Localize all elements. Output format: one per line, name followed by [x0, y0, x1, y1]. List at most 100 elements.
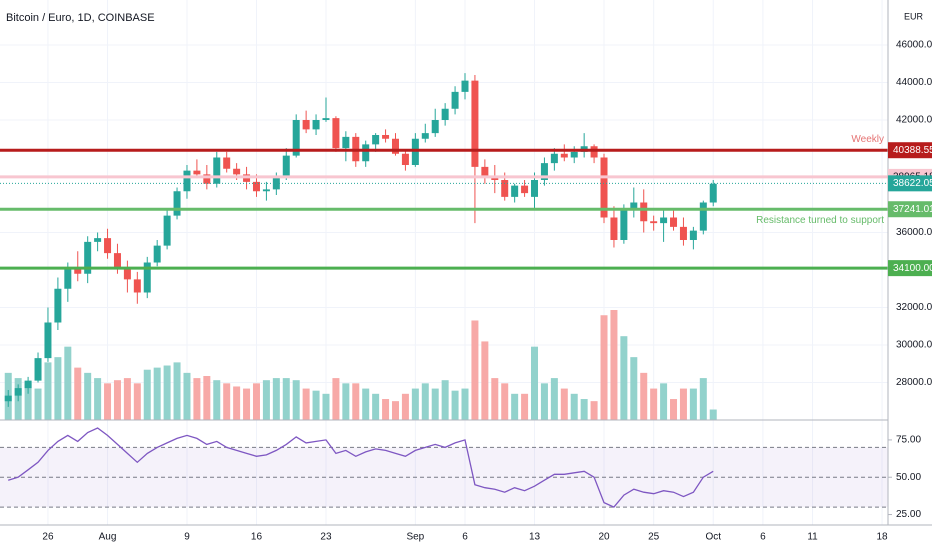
candle-body	[650, 221, 658, 224]
volume-bar	[511, 393, 519, 420]
volume-bar	[451, 390, 459, 420]
candle-body	[213, 157, 221, 184]
volume-bar	[550, 378, 558, 420]
candle-body	[143, 262, 151, 293]
volume-bar	[183, 372, 191, 420]
candle-body	[441, 108, 449, 120]
volume-bar	[292, 380, 300, 420]
rsi-line	[8, 427, 714, 508]
candle-body	[104, 238, 112, 254]
candle-body	[163, 215, 171, 246]
volume-bar	[203, 376, 211, 420]
candle-body	[610, 217, 618, 240]
volume-bar	[233, 386, 241, 420]
volume-bar	[243, 388, 251, 420]
volume-bar	[590, 401, 598, 420]
volume-bar	[342, 383, 350, 420]
volume-bar	[173, 362, 181, 420]
candle-body	[123, 268, 131, 280]
candle-body	[471, 80, 479, 167]
candle-body	[660, 217, 668, 224]
x-tick-label: 13	[529, 532, 541, 543]
volume-bar	[332, 378, 340, 420]
candle-body	[223, 157, 231, 169]
volume-bar	[670, 399, 678, 420]
x-tick-label: 6	[462, 532, 468, 543]
volume-bar	[570, 393, 578, 420]
x-tick-label: Oct	[705, 532, 721, 543]
volume-bar	[74, 367, 82, 420]
volume-bar	[650, 388, 658, 420]
volume-bar	[491, 378, 499, 420]
volume-bar	[431, 388, 439, 420]
candle-body	[511, 185, 519, 197]
candle-body	[521, 185, 529, 194]
rsi-tick-label: 75.00	[896, 435, 921, 446]
candle-body	[183, 170, 191, 192]
candle-body	[322, 118, 330, 120]
volume-bar	[44, 362, 52, 420]
volume-bar	[679, 388, 687, 420]
x-tick-label: Sep	[406, 532, 424, 543]
x-tick-label: 25	[648, 532, 660, 543]
candle-body	[34, 358, 42, 381]
volume-bar	[322, 393, 330, 420]
volume-bar	[223, 383, 231, 420]
volume-bar	[302, 388, 310, 420]
candle-body	[689, 230, 697, 240]
candle-body	[4, 395, 12, 402]
volume-bar	[24, 383, 32, 420]
volume-bar	[709, 409, 717, 420]
volume-bar	[580, 399, 588, 420]
price-level-tag	[888, 142, 932, 159]
candle-body	[640, 202, 648, 222]
plot: Weekly Resistance turned to support	[0, 73, 888, 508]
price-level-label: 34100.00	[893, 263, 932, 274]
volume-bar	[312, 390, 320, 420]
rsi-tick-label: 50.00	[896, 472, 921, 483]
volume-bar	[461, 388, 469, 420]
volume-bar	[133, 383, 141, 420]
volume-bar	[143, 369, 151, 420]
candle-body	[74, 268, 82, 274]
candle-body	[44, 322, 52, 359]
level-annotation: Weekly	[851, 134, 884, 145]
volume-bar	[560, 388, 568, 420]
candle-body	[282, 155, 290, 177]
volume-bar	[501, 383, 509, 420]
candle-body	[590, 146, 598, 158]
candle-body	[461, 80, 469, 92]
price-level-label: 38622.05	[893, 178, 932, 189]
x-tick-label: Aug	[99, 532, 117, 543]
candle-body	[233, 168, 241, 175]
candle-body	[679, 226, 687, 240]
candle-body	[54, 288, 62, 323]
volume-bar	[401, 393, 409, 420]
candle-body	[272, 176, 280, 190]
candle-body	[94, 238, 102, 242]
volume-bar	[163, 365, 171, 420]
volume-bar	[104, 383, 112, 420]
candle-body	[620, 210, 628, 240]
volume-bar	[84, 372, 92, 420]
grid	[0, 0, 888, 525]
volume-bar	[113, 380, 121, 420]
x-tick-label: 16	[251, 532, 263, 543]
volume-bar	[352, 383, 360, 420]
price-level-tag	[888, 201, 932, 218]
x-tick-label: 9	[184, 532, 190, 543]
candle-body	[709, 183, 717, 203]
candle-body	[481, 166, 489, 177]
y-tick-label: 46000.00	[896, 40, 932, 51]
candle-body	[292, 120, 300, 156]
volume-bar	[262, 380, 270, 420]
candle-body	[451, 91, 459, 109]
volume-bar	[391, 401, 399, 420]
candle-body	[630, 202, 638, 210]
volume-bar	[372, 393, 380, 420]
volume-bar	[630, 357, 638, 420]
candle-body	[411, 138, 419, 165]
volume-bar	[421, 383, 429, 420]
y-tick-label: 44000.00	[896, 77, 932, 88]
volume-bar	[471, 320, 479, 420]
